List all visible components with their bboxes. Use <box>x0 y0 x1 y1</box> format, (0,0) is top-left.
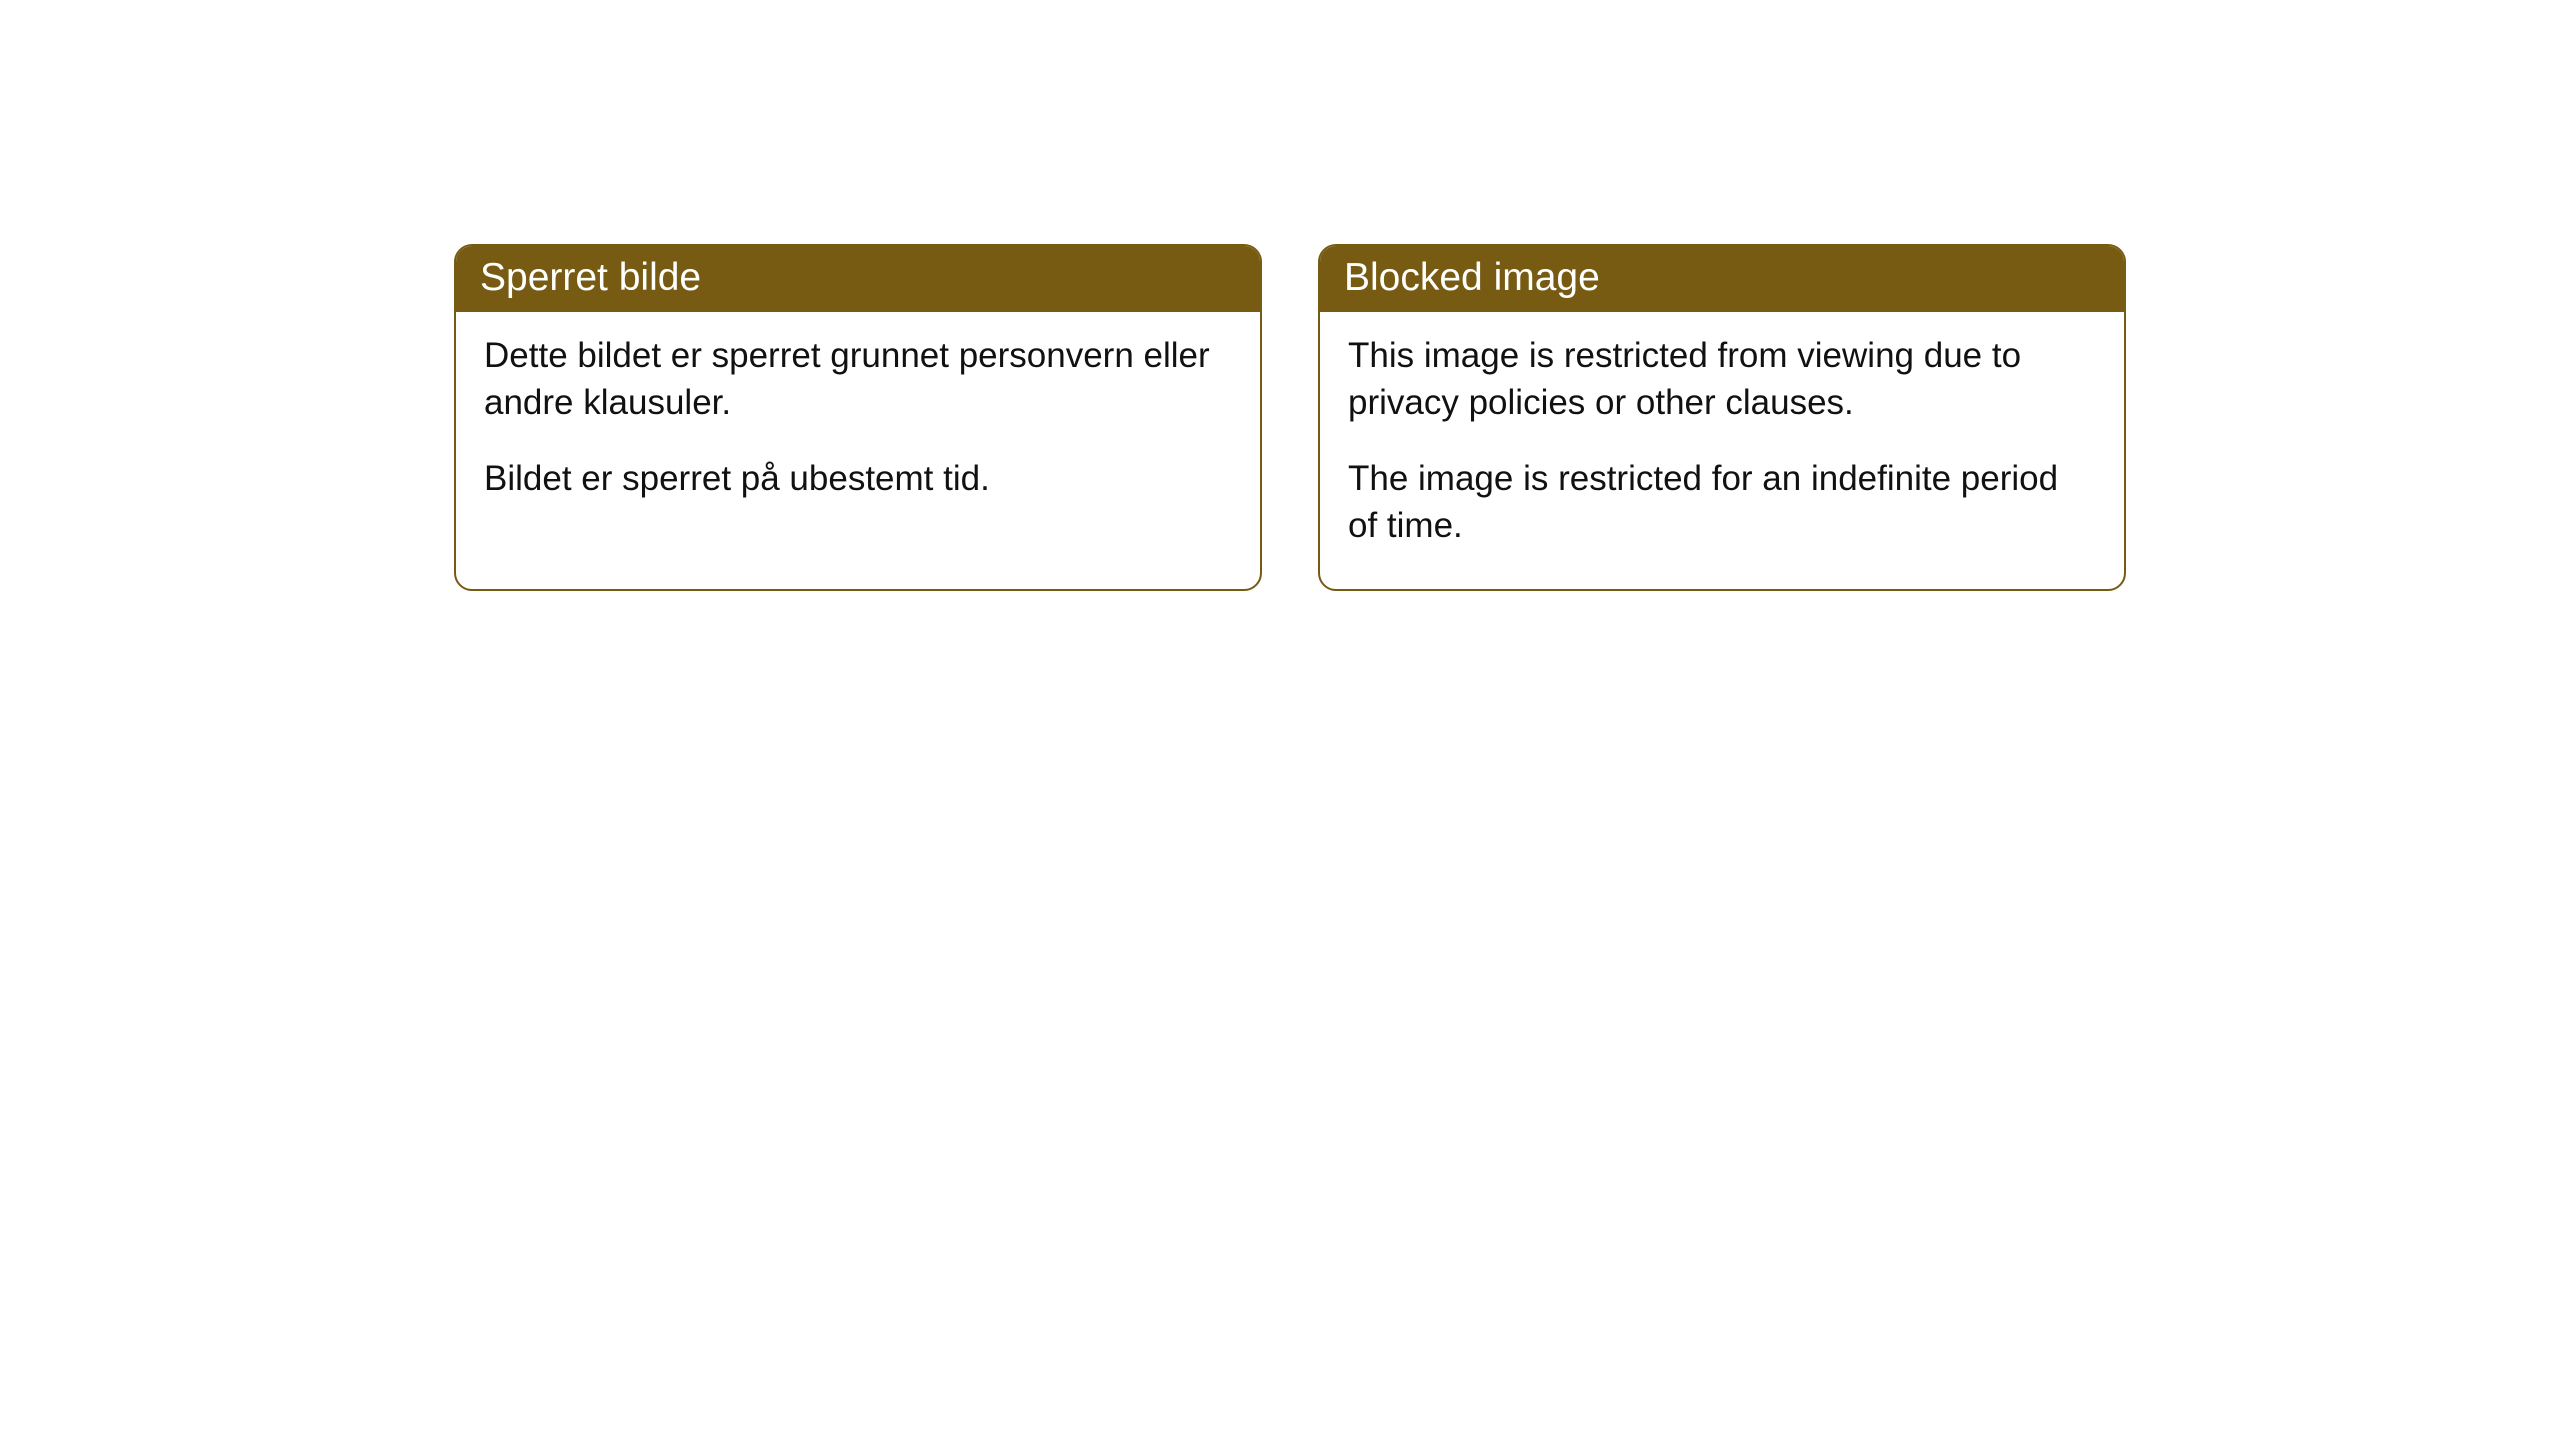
notice-card-norwegian: Sperret bilde Dette bildet er sperret gr… <box>454 244 1262 591</box>
card-paragraph: The image is restricted for an indefinit… <box>1348 455 2096 550</box>
card-body: This image is restricted from viewing du… <box>1320 312 2124 589</box>
card-paragraph: Bildet er sperret på ubestemt tid. <box>484 455 1232 502</box>
card-header: Blocked image <box>1320 246 2124 312</box>
notice-cards-container: Sperret bilde Dette bildet er sperret gr… <box>454 244 2126 591</box>
card-body: Dette bildet er sperret grunnet personve… <box>456 312 1260 542</box>
card-paragraph: This image is restricted from viewing du… <box>1348 332 2096 427</box>
notice-card-english: Blocked image This image is restricted f… <box>1318 244 2126 591</box>
card-header: Sperret bilde <box>456 246 1260 312</box>
card-paragraph: Dette bildet er sperret grunnet personve… <box>484 332 1232 427</box>
card-title: Sperret bilde <box>480 256 701 299</box>
card-title: Blocked image <box>1344 256 1600 299</box>
